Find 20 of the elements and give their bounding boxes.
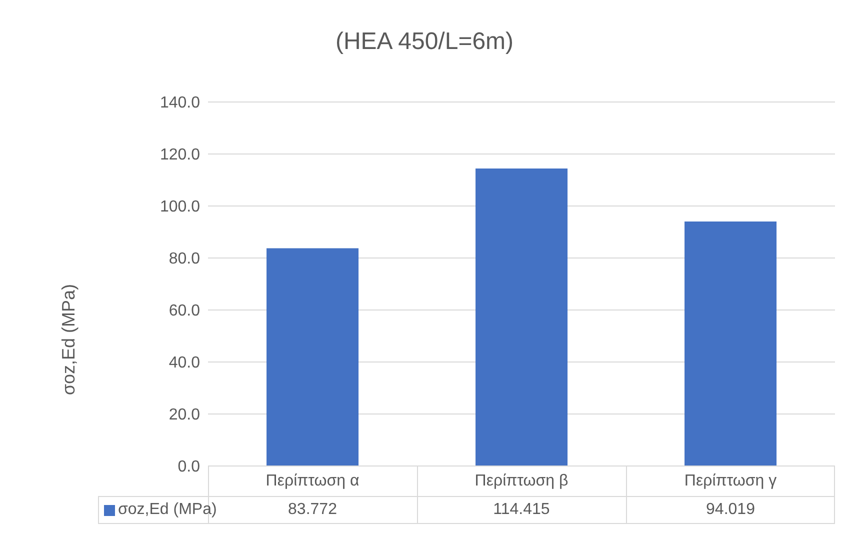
y-tick-label: 120.0	[160, 146, 200, 164]
x-tick-label: Περίπτωση β	[474, 472, 568, 490]
y-tick-label: 100.0	[160, 198, 200, 216]
y-tick-label: 0.0	[178, 458, 200, 476]
y-tick-label: 40.0	[168, 354, 200, 372]
y-axis-title: σoz,Ed (MPa)	[58, 284, 78, 396]
y-tick-label: 140.0	[160, 94, 200, 112]
y-tick-label: 60.0	[168, 302, 200, 320]
bar	[476, 168, 568, 466]
legend-label: σoz,Ed (MPa)	[118, 501, 217, 519]
x-tick-label: Περίπτωση γ	[684, 472, 777, 490]
bar	[266, 248, 359, 466]
y-tick-label: 80.0	[168, 250, 200, 268]
data-label: 94.019	[705, 501, 756, 519]
data-label: 114.415	[492, 501, 551, 519]
data-label: 83.772	[288, 501, 337, 518]
x-tick-label: Περίπτωση α	[266, 472, 360, 490]
y-tick-label: 20.0	[168, 406, 200, 424]
bar	[684, 222, 777, 466]
chart-title: (HEA 450/L=6m)	[334, 28, 515, 56]
